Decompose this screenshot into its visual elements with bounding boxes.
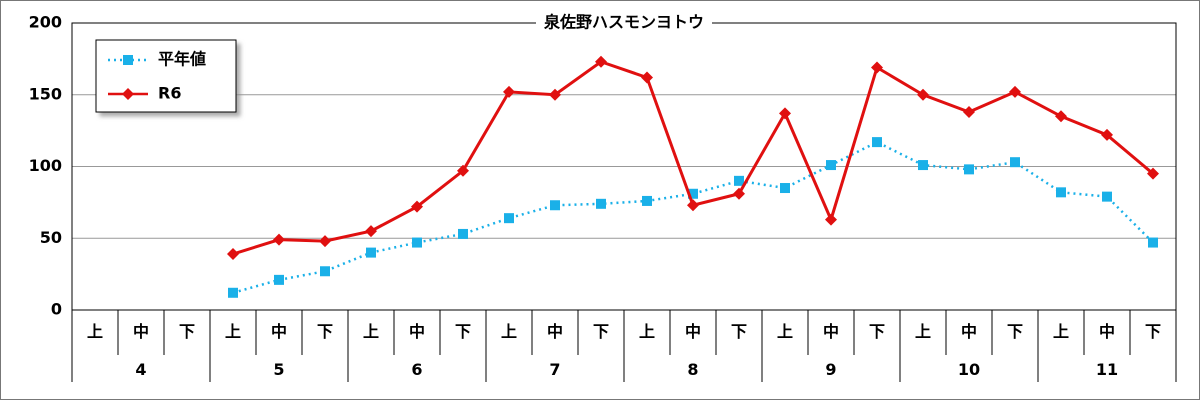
x-tick-label: 下 [731, 322, 747, 341]
marker [871, 61, 883, 74]
marker [1056, 187, 1066, 198]
chart-title: 泉佐野ハスモンヨトウ [544, 13, 704, 32]
marker [1009, 85, 1021, 98]
y-tick-label: 200 [29, 13, 62, 32]
marker [917, 88, 929, 101]
marker [228, 287, 238, 298]
x-tick-label: 下 [317, 322, 333, 341]
marker [123, 55, 133, 65]
y-tick-label: 50 [40, 228, 62, 247]
marker [1055, 110, 1067, 123]
series-line [232, 140, 1154, 294]
marker [227, 248, 239, 261]
marker [963, 105, 975, 118]
marker [687, 199, 699, 212]
month-label: 5 [273, 360, 284, 379]
marker [366, 247, 376, 258]
marker [412, 237, 422, 248]
month-label: 9 [825, 360, 836, 379]
x-tick-label: 中 [133, 322, 149, 341]
marker [411, 200, 423, 213]
x-tick-label: 下 [1007, 322, 1023, 341]
legend-box [95, 39, 237, 113]
x-tick-label: 下 [593, 322, 609, 341]
y-tick-label: 150 [29, 84, 62, 103]
legend-label: 平年値 [158, 50, 206, 69]
x-tick-label: 上 [225, 322, 241, 341]
x-tick-label: 上 [915, 322, 931, 341]
marker [964, 164, 974, 175]
title-background [535, 10, 713, 34]
x-tick-label: 中 [409, 322, 425, 341]
marker [826, 160, 836, 171]
marker [596, 198, 606, 209]
x-tick-label: 中 [685, 322, 701, 341]
x-tick-label: 中 [547, 322, 563, 341]
marker [733, 187, 745, 200]
month-label: 8 [687, 360, 698, 379]
x-tick-label: 上 [501, 322, 517, 341]
marker [503, 85, 515, 98]
marker [780, 183, 790, 194]
month-label: 6 [411, 360, 422, 379]
x-tick-label: 中 [961, 322, 977, 341]
marker [458, 228, 468, 239]
marker [641, 71, 653, 84]
marker [1147, 167, 1159, 180]
x-tick-label: 下 [455, 322, 471, 341]
marker [274, 274, 284, 285]
month-label: 4 [135, 360, 146, 379]
marker [734, 175, 744, 186]
month-label: 7 [549, 360, 560, 379]
x-tick-label: 上 [639, 322, 655, 341]
marker [595, 55, 607, 68]
marker [365, 225, 377, 238]
x-tick-label: 上 [87, 322, 103, 341]
marker [1101, 128, 1113, 141]
marker [457, 164, 469, 177]
y-tick-label: 100 [29, 156, 62, 175]
marker [319, 235, 331, 248]
marker [1102, 191, 1112, 202]
legend-label: R6 [158, 84, 181, 103]
x-tick-label: 下 [869, 322, 885, 341]
marker [122, 88, 134, 100]
x-tick-label: 下 [179, 322, 195, 341]
marker [549, 88, 561, 101]
x-tick-label: 中 [271, 322, 287, 341]
x-tick-label: 中 [1099, 322, 1115, 341]
marker [688, 188, 698, 199]
marker [550, 200, 560, 211]
marker [1010, 157, 1020, 168]
x-tick-label: 中 [823, 322, 839, 341]
marker [504, 213, 514, 224]
marker [273, 233, 285, 246]
marker [1148, 237, 1158, 248]
y-tick-label: 0 [51, 300, 62, 319]
marker [320, 266, 330, 277]
marker [918, 160, 928, 171]
x-tick-label: 上 [1053, 322, 1069, 341]
marker [872, 137, 882, 148]
marker [825, 213, 837, 226]
x-tick-label: 上 [363, 322, 379, 341]
x-tick-label: 上 [777, 322, 793, 341]
x-tick-label: 下 [1145, 322, 1161, 341]
marker [779, 107, 791, 120]
marker [642, 195, 652, 206]
month-label: 11 [1096, 360, 1118, 379]
month-label: 10 [958, 360, 980, 379]
